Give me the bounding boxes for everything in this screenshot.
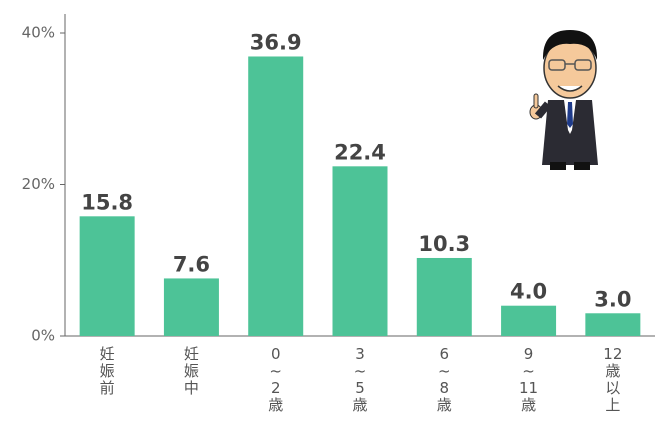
- x-tick-label: 9 ~11 歳: [519, 345, 538, 414]
- value-label: 3.0: [594, 287, 631, 311]
- illustration: [529, 30, 598, 170]
- x-tick-label: 妊娠中: [184, 345, 199, 397]
- x-tick-label: 12 歳以上: [603, 345, 622, 414]
- value-label: 22.4: [334, 140, 386, 164]
- value-label: 36.9: [250, 30, 302, 54]
- x-tick-label: 0 ~2 歳: [268, 345, 283, 414]
- bar: [585, 313, 641, 336]
- value-label: 4.0: [510, 280, 547, 304]
- bar: [79, 216, 135, 336]
- bar: [163, 278, 219, 336]
- x-tick-label: 6 ~8 歳: [437, 345, 452, 414]
- x-tick-label: 3 ~5 歳: [352, 345, 367, 414]
- y-tick-label: 40%: [22, 24, 55, 42]
- bar: [332, 166, 388, 336]
- bar: [501, 305, 557, 336]
- value-label: 15.8: [81, 190, 133, 214]
- bar: [416, 257, 472, 336]
- value-label: 10.3: [418, 232, 470, 256]
- y-tick-label: 0%: [31, 327, 55, 345]
- value-label: 7.6: [173, 252, 210, 276]
- x-tick-label: 妊娠前: [100, 345, 115, 397]
- bar: [248, 56, 304, 337]
- y-tick-label: 20%: [22, 175, 55, 193]
